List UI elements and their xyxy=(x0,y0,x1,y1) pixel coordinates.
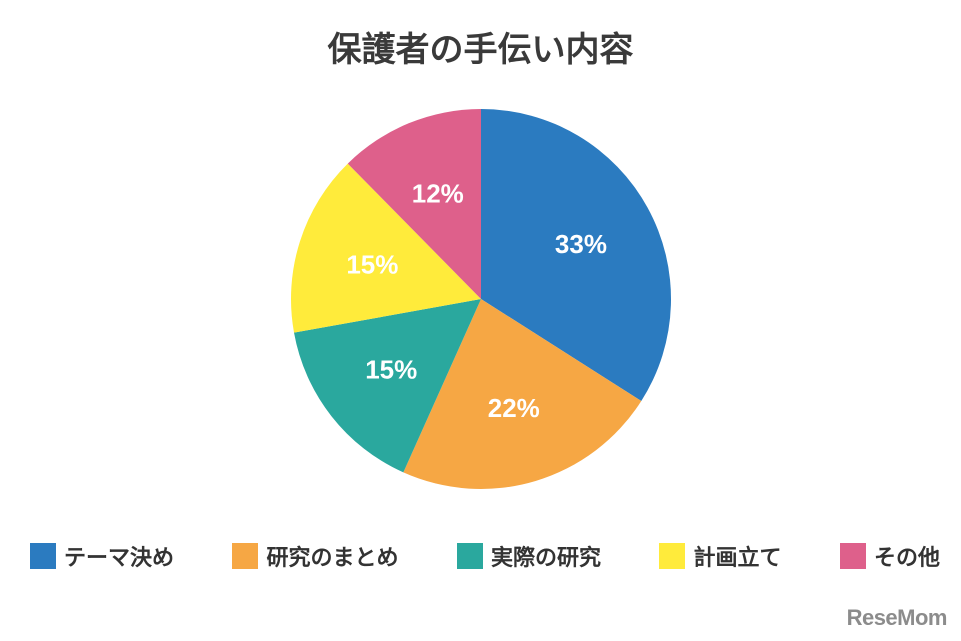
legend-label: その他 xyxy=(873,546,940,571)
pie-slice-4 xyxy=(347,109,481,299)
pie-slice-2 xyxy=(294,299,481,473)
pie-slice-label-3: 15% xyxy=(346,249,398,279)
legend-label: 実際の研究 xyxy=(490,546,601,571)
legend-item-other: その他 xyxy=(839,540,940,572)
legend-item-theme: テーマ決め xyxy=(30,540,174,572)
legend-swatch xyxy=(232,543,259,569)
legend-item-summary: 研究のまとめ xyxy=(232,540,399,572)
pie-slice-1 xyxy=(403,299,642,490)
pie-slice-label-2: 15% xyxy=(365,354,417,384)
legend-label: 研究のまとめ xyxy=(266,546,399,571)
pie-chart: 33% 22% 15% 15% 12% xyxy=(291,109,672,490)
legend-swatch xyxy=(839,543,866,569)
legend-item-research: 実際の研究 xyxy=(456,540,601,572)
legend-swatch xyxy=(30,543,56,569)
chart-title: 保護者の手伝い内容 xyxy=(327,30,634,70)
legend-item-planning: 計画立て xyxy=(659,540,781,572)
legend-label: テーマ決め xyxy=(64,546,175,571)
legend-label: 計画立て xyxy=(693,546,782,571)
pie-slice-0 xyxy=(481,109,672,402)
pie-slice-label-0: 33% xyxy=(555,229,607,259)
chart-legend: テーマ決め 研究のまとめ 実際の研究 計画立て その他 xyxy=(30,540,940,572)
resemom-logo: ReseMom xyxy=(846,605,948,630)
legend-swatch xyxy=(456,543,483,569)
pie-slice-3 xyxy=(291,163,481,333)
pie-slice-label-4: 12% xyxy=(412,179,464,209)
legend-swatch xyxy=(659,543,686,569)
pie-slice-label-1: 22% xyxy=(488,393,540,423)
